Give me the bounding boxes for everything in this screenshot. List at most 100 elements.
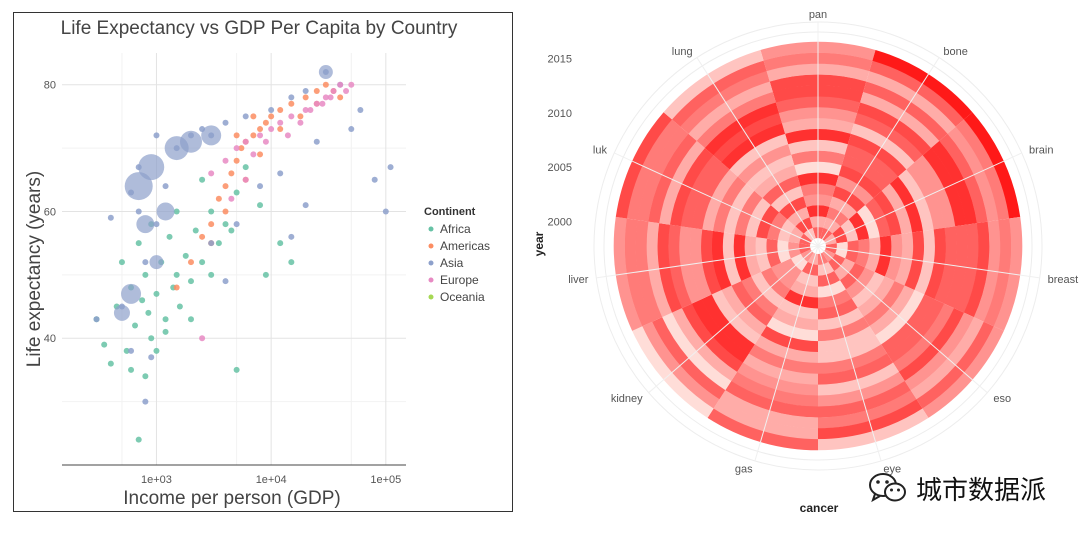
legend-title: Continent	[424, 206, 476, 218]
heat-cell	[832, 226, 848, 244]
heat-cell	[850, 123, 915, 170]
data-point	[192, 227, 199, 234]
heat-cell	[829, 196, 858, 220]
data-point	[153, 347, 160, 354]
data-point	[307, 107, 314, 114]
data-point	[238, 145, 245, 152]
data-point	[142, 271, 149, 278]
heat-cell	[818, 408, 929, 451]
heat-cell	[731, 371, 818, 407]
heat-cell	[722, 232, 742, 286]
heat-cell	[910, 317, 985, 400]
scatter-y-label: Life expectancy (years)	[24, 171, 45, 367]
data-point-large	[149, 255, 164, 270]
data-point	[242, 138, 249, 145]
heat-cell	[787, 206, 810, 227]
heat-cell	[939, 133, 988, 224]
data-point	[288, 113, 295, 120]
heat-cell	[766, 238, 782, 268]
legend-label: Asia	[440, 256, 464, 270]
heat-cell	[691, 162, 730, 230]
data-point	[166, 233, 173, 240]
polar-spoke	[596, 245, 819, 279]
data-point	[257, 202, 264, 209]
data-point	[199, 335, 206, 342]
legend-key	[428, 226, 434, 232]
data-point	[268, 113, 275, 120]
polar-x-label: cancer	[800, 501, 839, 515]
heat-cell	[818, 335, 882, 364]
data-point	[199, 176, 206, 183]
heat-cell	[688, 81, 773, 141]
heat-cell	[642, 321, 720, 409]
category-label: luk	[593, 145, 608, 157]
heat-cell	[973, 220, 1001, 322]
data-point	[257, 151, 264, 158]
heat-cell	[788, 226, 804, 244]
data-point	[162, 328, 169, 335]
heat-cell	[955, 119, 1010, 221]
heat-cell	[881, 183, 913, 235]
heat-cell	[700, 229, 722, 295]
heat-cell	[832, 185, 866, 213]
data-point	[208, 221, 215, 228]
data-point	[257, 183, 264, 190]
heat-cell	[922, 326, 1004, 418]
heat-cell	[723, 183, 755, 235]
data-point	[288, 94, 295, 101]
data-point	[228, 195, 235, 202]
data-point	[277, 126, 284, 133]
data-point	[257, 132, 264, 139]
data-point	[297, 119, 304, 126]
category-label: brain	[1029, 145, 1053, 157]
heat-cell	[825, 243, 838, 254]
heat-cell	[702, 169, 738, 231]
heat-cell	[854, 238, 870, 268]
data-point	[142, 259, 149, 266]
data-point-large	[138, 154, 165, 181]
category-label: eye	[883, 464, 901, 476]
heat-cell	[931, 140, 978, 225]
data-point-large	[179, 130, 202, 153]
data-point	[327, 94, 334, 101]
heat-cell	[983, 218, 1012, 327]
legend-key	[428, 294, 434, 300]
heat-cell	[632, 326, 714, 418]
heat-cell	[755, 204, 780, 239]
data-point	[187, 259, 194, 266]
heat-cell	[922, 147, 967, 227]
data-point	[313, 88, 320, 95]
data-point	[199, 233, 206, 240]
heat-cell	[789, 280, 818, 298]
data-point	[176, 303, 183, 310]
data-point	[297, 113, 304, 120]
data-point	[173, 284, 180, 291]
heat-cell	[778, 298, 818, 320]
data-point	[187, 316, 194, 323]
data-point	[277, 119, 284, 126]
data-point	[302, 107, 309, 114]
heat-cell	[904, 230, 925, 291]
heat-cell	[884, 233, 903, 282]
polar-rings	[613, 41, 1023, 451]
wechat-icon	[869, 473, 906, 503]
heat-cell	[729, 133, 789, 177]
heat-cell	[860, 91, 940, 149]
legend-label: Africa	[440, 222, 471, 236]
data-point	[288, 233, 295, 240]
category-label: gas	[735, 464, 753, 476]
data-point	[357, 107, 364, 114]
polar-spoke	[614, 152, 819, 247]
category-label: lung	[672, 46, 693, 58]
heat-cell	[818, 289, 852, 309]
heat-cell	[736, 362, 818, 396]
heat-cell	[889, 176, 924, 233]
data-point	[250, 132, 257, 139]
heat-cell	[696, 91, 776, 149]
data-point	[277, 107, 284, 114]
heat-cell	[954, 223, 979, 313]
category-label: breast	[1048, 274, 1079, 286]
y-tick-label: 40	[44, 333, 56, 345]
heat-cell	[787, 241, 801, 259]
x-tick-label: 1e+04	[256, 474, 287, 486]
